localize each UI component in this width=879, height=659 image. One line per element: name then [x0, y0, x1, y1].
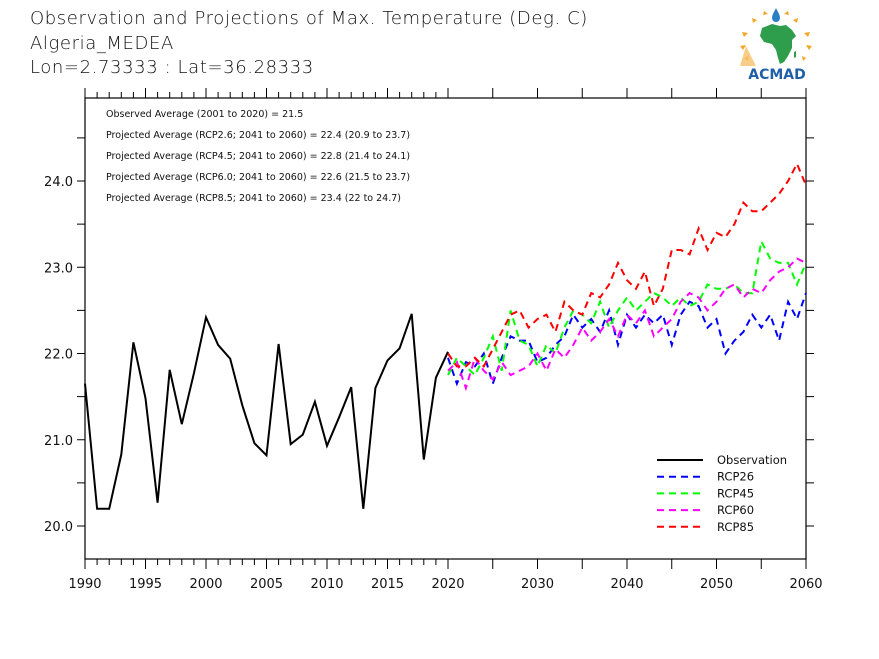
legend-label: RCP45 — [717, 486, 754, 500]
legend-label: RCP85 — [717, 520, 754, 534]
madagascar-icon — [794, 51, 796, 58]
x-tick-label: 2015 — [371, 577, 404, 592]
y-tick-label: 22.0 — [44, 348, 73, 363]
series-line-rcp60 — [447, 257, 807, 392]
average-annotation: Projected Average (RCP2.6; 2041 to 2060)… — [106, 130, 410, 141]
x-tick-label: 2005 — [250, 577, 283, 592]
x-tick-label: 2030 — [521, 577, 554, 592]
series-group — [84, 161, 807, 510]
series-line-observation — [84, 313, 449, 510]
average-annotation: Projected Average (RCP4.5; 2041 to 2060)… — [106, 151, 410, 162]
legend-label: Observation — [717, 453, 787, 467]
acmad-logo: ACMAD — [740, 8, 812, 82]
x-tick-label: 2050 — [700, 577, 733, 592]
africa-map-icon — [760, 24, 796, 64]
legend-label: RCP60 — [717, 503, 754, 517]
chart-title: Observation and Projections of Max. Temp… — [30, 8, 588, 29]
y-tick-label: 21.0 — [44, 434, 73, 449]
average-annotation: Projected Average (RCP8.5; 2041 to 2060)… — [106, 193, 401, 204]
x-tick-label: 2040 — [610, 577, 643, 592]
logo-text: ACMAD — [748, 67, 806, 82]
location-coordinates: Lon=2.73333 : Lat=36.28333 — [30, 57, 314, 78]
average-annotation: Projected Average (RCP6.0; 2041 to 2060)… — [106, 172, 410, 183]
sun-rays-fan-icon — [740, 46, 756, 66]
annotations: Observed Average (2001 to 2020) = 21.5 Pr… — [106, 109, 410, 204]
x-tick-label: 2010 — [310, 577, 343, 592]
y-tick-label: 20.0 — [44, 520, 73, 535]
plot-frame — [84, 97, 807, 560]
average-annotation: Observed Average (2001 to 2020) = 21.5 — [106, 109, 303, 120]
series-line-rcp85 — [447, 161, 807, 369]
y-tick-label: 24.0 — [44, 175, 73, 190]
x-tick-label: 2060 — [789, 577, 822, 592]
legend: Observation RCP26 RCP45 RCP60 RCP85 — [657, 453, 787, 534]
series-line-rcp45 — [447, 238, 807, 377]
y-tick-label: 23.0 — [44, 261, 73, 276]
water-drop-icon — [772, 8, 780, 22]
axes: 20.0 21.0 22.0 23.0 24.0 1990 1995 2000 2005 2010… — [44, 88, 823, 592]
x-tick-label: 1990 — [68, 577, 101, 592]
x-tick-label: 2000 — [189, 577, 222, 592]
x-tick-label: 2020 — [431, 577, 464, 592]
location-name: Algeria_MEDEA — [30, 33, 174, 54]
x-tick-label: 1995 — [129, 577, 162, 592]
series-line-rcp26 — [447, 292, 807, 387]
legend-label: RCP26 — [717, 470, 754, 484]
